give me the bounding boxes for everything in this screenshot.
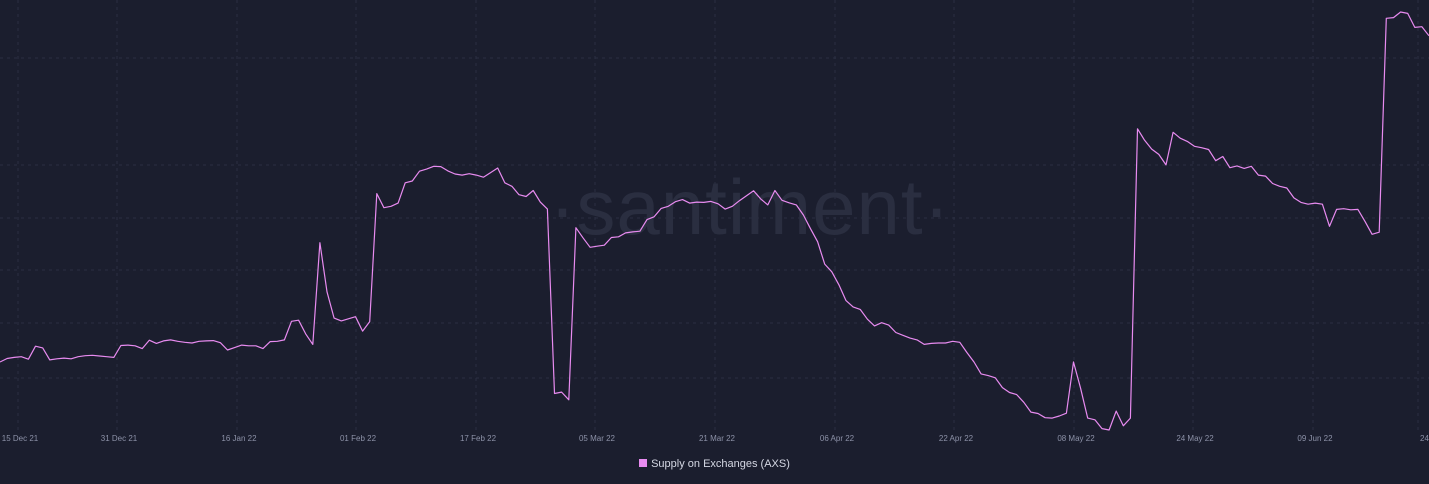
legend-label: Supply on Exchanges (AXS) <box>651 458 790 470</box>
x-tick-label: 24 May 22 <box>1176 434 1214 443</box>
grid <box>0 0 1429 430</box>
series-layer <box>0 11 1429 431</box>
x-tick-label: 17 Feb 22 <box>460 434 497 443</box>
series-line-supply-on-exchanges[interactable] <box>0 11 1429 431</box>
x-tick-label: 16 Jan 22 <box>221 434 257 443</box>
x-tick-label: 08 May 22 <box>1057 434 1095 443</box>
x-axis: 15 Dec 21 31 Dec 21 16 Jan 22 01 Feb 22 17 F… <box>2 434 1429 443</box>
santiment-watermark: ·santiment· <box>549 163 950 251</box>
x-tick-label: 15 Dec 21 <box>2 434 39 443</box>
x-tick-label: 24 Jun <box>1420 434 1429 443</box>
x-tick-label: 06 Apr 22 <box>820 434 855 443</box>
x-tick-label: 09 Jun 22 <box>1297 434 1333 443</box>
x-tick-label: 05 Mar 22 <box>579 434 616 443</box>
x-tick-label: 22 Apr 22 <box>939 434 974 443</box>
legend-swatch <box>639 459 648 467</box>
x-tick-label: 01 Feb 22 <box>340 434 377 443</box>
x-tick-label: 31 Dec 21 <box>101 434 138 443</box>
legend[interactable]: Supply on Exchanges (AXS) <box>0 458 1429 470</box>
x-tick-label: 21 Mar 22 <box>699 434 736 443</box>
